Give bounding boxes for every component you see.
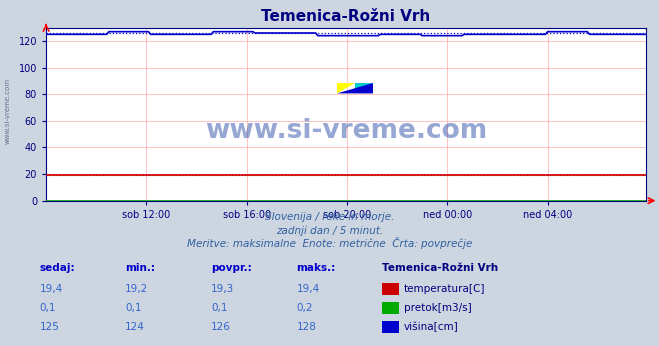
Text: 0,1: 0,1 [40, 303, 56, 313]
Text: 0,1: 0,1 [211, 303, 227, 313]
Text: Temenica-Rožni Vrh: Temenica-Rožni Vrh [382, 263, 498, 273]
Text: 0,2: 0,2 [297, 303, 313, 313]
Text: www.si-vreme.com: www.si-vreme.com [5, 78, 11, 144]
Text: 0,1: 0,1 [125, 303, 142, 313]
Text: 19,2: 19,2 [125, 284, 148, 294]
Text: min.:: min.: [125, 263, 156, 273]
Text: pretok[m3/s]: pretok[m3/s] [404, 303, 472, 313]
Text: Slovenija / reke in morje.: Slovenija / reke in morje. [265, 212, 394, 222]
Text: 125: 125 [40, 322, 59, 332]
Polygon shape [355, 83, 373, 93]
Polygon shape [337, 83, 373, 93]
Text: 126: 126 [211, 322, 231, 332]
Text: www.si-vreme.com: www.si-vreme.com [205, 118, 487, 145]
Text: 19,4: 19,4 [297, 284, 320, 294]
Polygon shape [337, 83, 355, 93]
Text: temperatura[C]: temperatura[C] [404, 284, 486, 294]
Text: zadnji dan / 5 minut.: zadnji dan / 5 minut. [276, 226, 383, 236]
Text: 128: 128 [297, 322, 316, 332]
Text: 19,3: 19,3 [211, 284, 234, 294]
Text: Meritve: maksimalne  Enote: metrične  Črta: povprečje: Meritve: maksimalne Enote: metrične Črta… [186, 237, 473, 249]
Text: 124: 124 [125, 322, 145, 332]
Text: višina[cm]: višina[cm] [404, 322, 459, 332]
Text: 19,4: 19,4 [40, 284, 63, 294]
Title: Temenica-Rožni Vrh: Temenica-Rožni Vrh [262, 9, 430, 24]
Text: povpr.:: povpr.: [211, 263, 252, 273]
Text: maks.:: maks.: [297, 263, 336, 273]
Text: sedaj:: sedaj: [40, 263, 75, 273]
